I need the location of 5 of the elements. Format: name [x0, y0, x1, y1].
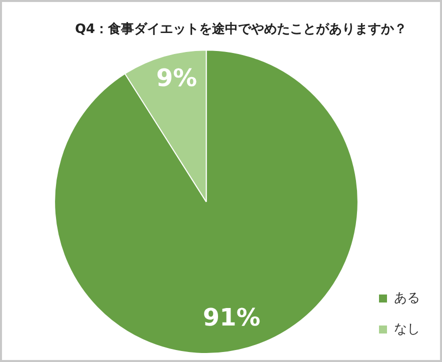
legend-label: ある [394, 290, 420, 306]
data-label: 91% [202, 303, 260, 332]
legend-label: なし [394, 322, 420, 337]
chart-title: Q4：食事ダイエットを途中でやめたことがありますか？ [74, 22, 408, 38]
data-label: 9% [156, 64, 197, 92]
